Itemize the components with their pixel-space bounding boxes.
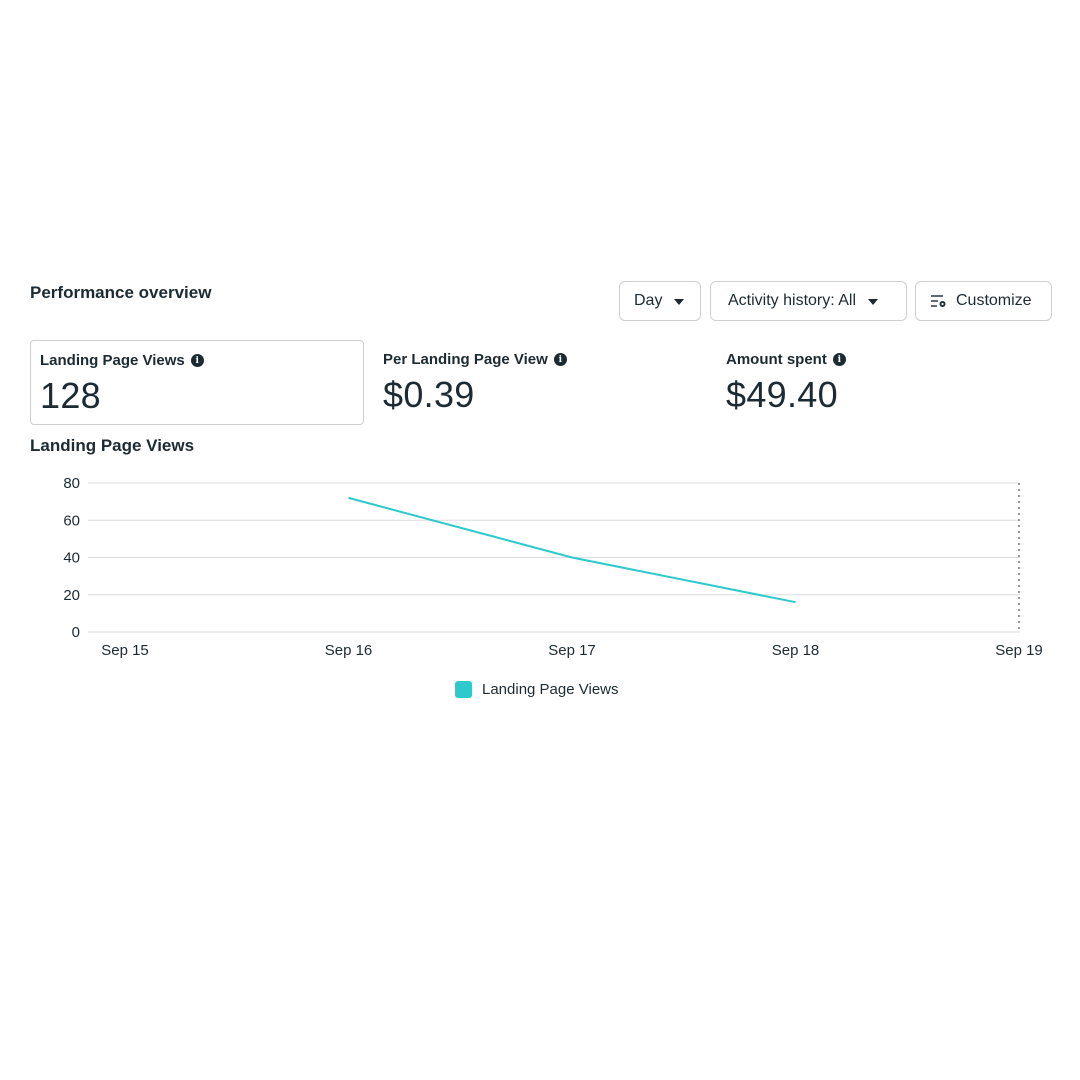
chart-title: Landing Page Views (30, 436, 195, 455)
line-chart: 0 20 40 60 80 Sep 15 Sep 16 Sep 17 Sep 18 Sep 19 (63, 475, 1043, 659)
x-tick-label: Sep 17 (548, 642, 596, 659)
metric-value: 128 (40, 375, 101, 416)
y-tick-label: 80 (63, 475, 80, 492)
info-icon[interactable]: i (832, 353, 846, 366)
info-icon[interactable]: i (190, 354, 204, 367)
metric-label: Amount spent (726, 351, 827, 368)
chart-legend[interactable]: Landing Page Views (455, 681, 619, 698)
x-tick-label: Sep 15 (101, 642, 149, 659)
caret-down-icon (868, 298, 879, 305)
metric-value: $0.39 (383, 374, 475, 415)
day-dropdown-label: Day (634, 292, 663, 309)
activity-history-dropdown[interactable]: Activity history: All (710, 281, 907, 321)
page-title: Performance overview (30, 283, 212, 302)
y-tick-label: 40 (63, 550, 80, 567)
legend-swatch (455, 681, 472, 698)
y-tick-label: 20 (63, 587, 80, 604)
metric-card-landing-page-views[interactable]: Landing Page Views i 128 (30, 340, 364, 425)
metric-card-amount-spent[interactable]: Amount spent i $49.40 (717, 340, 1037, 425)
metric-label: Landing Page Views (40, 352, 185, 369)
metric-value: $49.40 (726, 374, 838, 415)
series-line (348, 496, 796, 604)
customize-label: Customize (956, 292, 1032, 309)
metric-card-per-landing-page-view[interactable]: Per Landing Page View i $0.39 (374, 340, 694, 425)
x-tick-label: Sep 19 (995, 642, 1043, 659)
info-icon[interactable]: i (553, 353, 567, 366)
metric-label: Per Landing Page View (383, 351, 548, 368)
customize-button[interactable]: Customize (915, 281, 1052, 321)
legend-label: Landing Page Views (482, 681, 619, 698)
x-tick-label: Sep 18 (772, 642, 820, 659)
caret-down-icon (674, 298, 685, 305)
customize-settings-icon (931, 294, 946, 307)
x-tick-label: Sep 16 (325, 642, 373, 659)
y-tick-label: 60 (63, 512, 80, 529)
day-dropdown[interactable]: Day (619, 281, 701, 321)
y-tick-label: 0 (72, 624, 80, 641)
activity-history-label: Activity history: All (728, 292, 857, 309)
